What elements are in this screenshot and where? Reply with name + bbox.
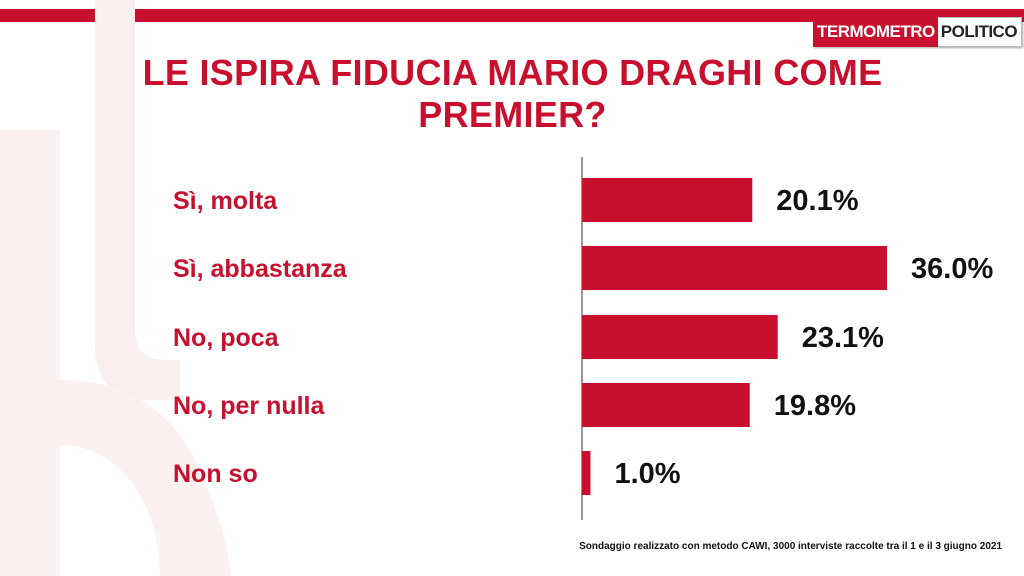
category-label: No, per nulla <box>173 392 326 420</box>
value-label: 20.1% <box>776 185 858 217</box>
logo-text-termometro: TERMOMETRO <box>813 17 938 47</box>
category-label: No, poca <box>173 324 280 352</box>
termometro-politico-logo: TERMOMETRO POLITICO <box>813 17 1023 47</box>
bar <box>582 315 778 359</box>
category-label: Non so <box>173 460 258 488</box>
bar <box>582 383 750 427</box>
bar <box>582 246 887 290</box>
value-label: 23.1% <box>802 322 884 354</box>
value-label: 36.0% <box>911 253 993 285</box>
chart-title: LE ISPIRA FIDUCIA MARIO DRAGHI COME PREM… <box>142 52 883 135</box>
bar <box>582 178 753 222</box>
logo-text-politico: POLITICO <box>937 17 1023 47</box>
top-accent-bar <box>0 9 1024 22</box>
category-label: Sì, abbastanza <box>173 255 348 283</box>
value-label: 19.8% <box>774 390 856 422</box>
category-label: Sì, molta <box>173 187 278 215</box>
survey-footnote: Sondaggio realizzato con metodo CAWI, 30… <box>579 541 1002 552</box>
bar <box>582 451 591 495</box>
value-label: 1.0% <box>614 458 680 490</box>
